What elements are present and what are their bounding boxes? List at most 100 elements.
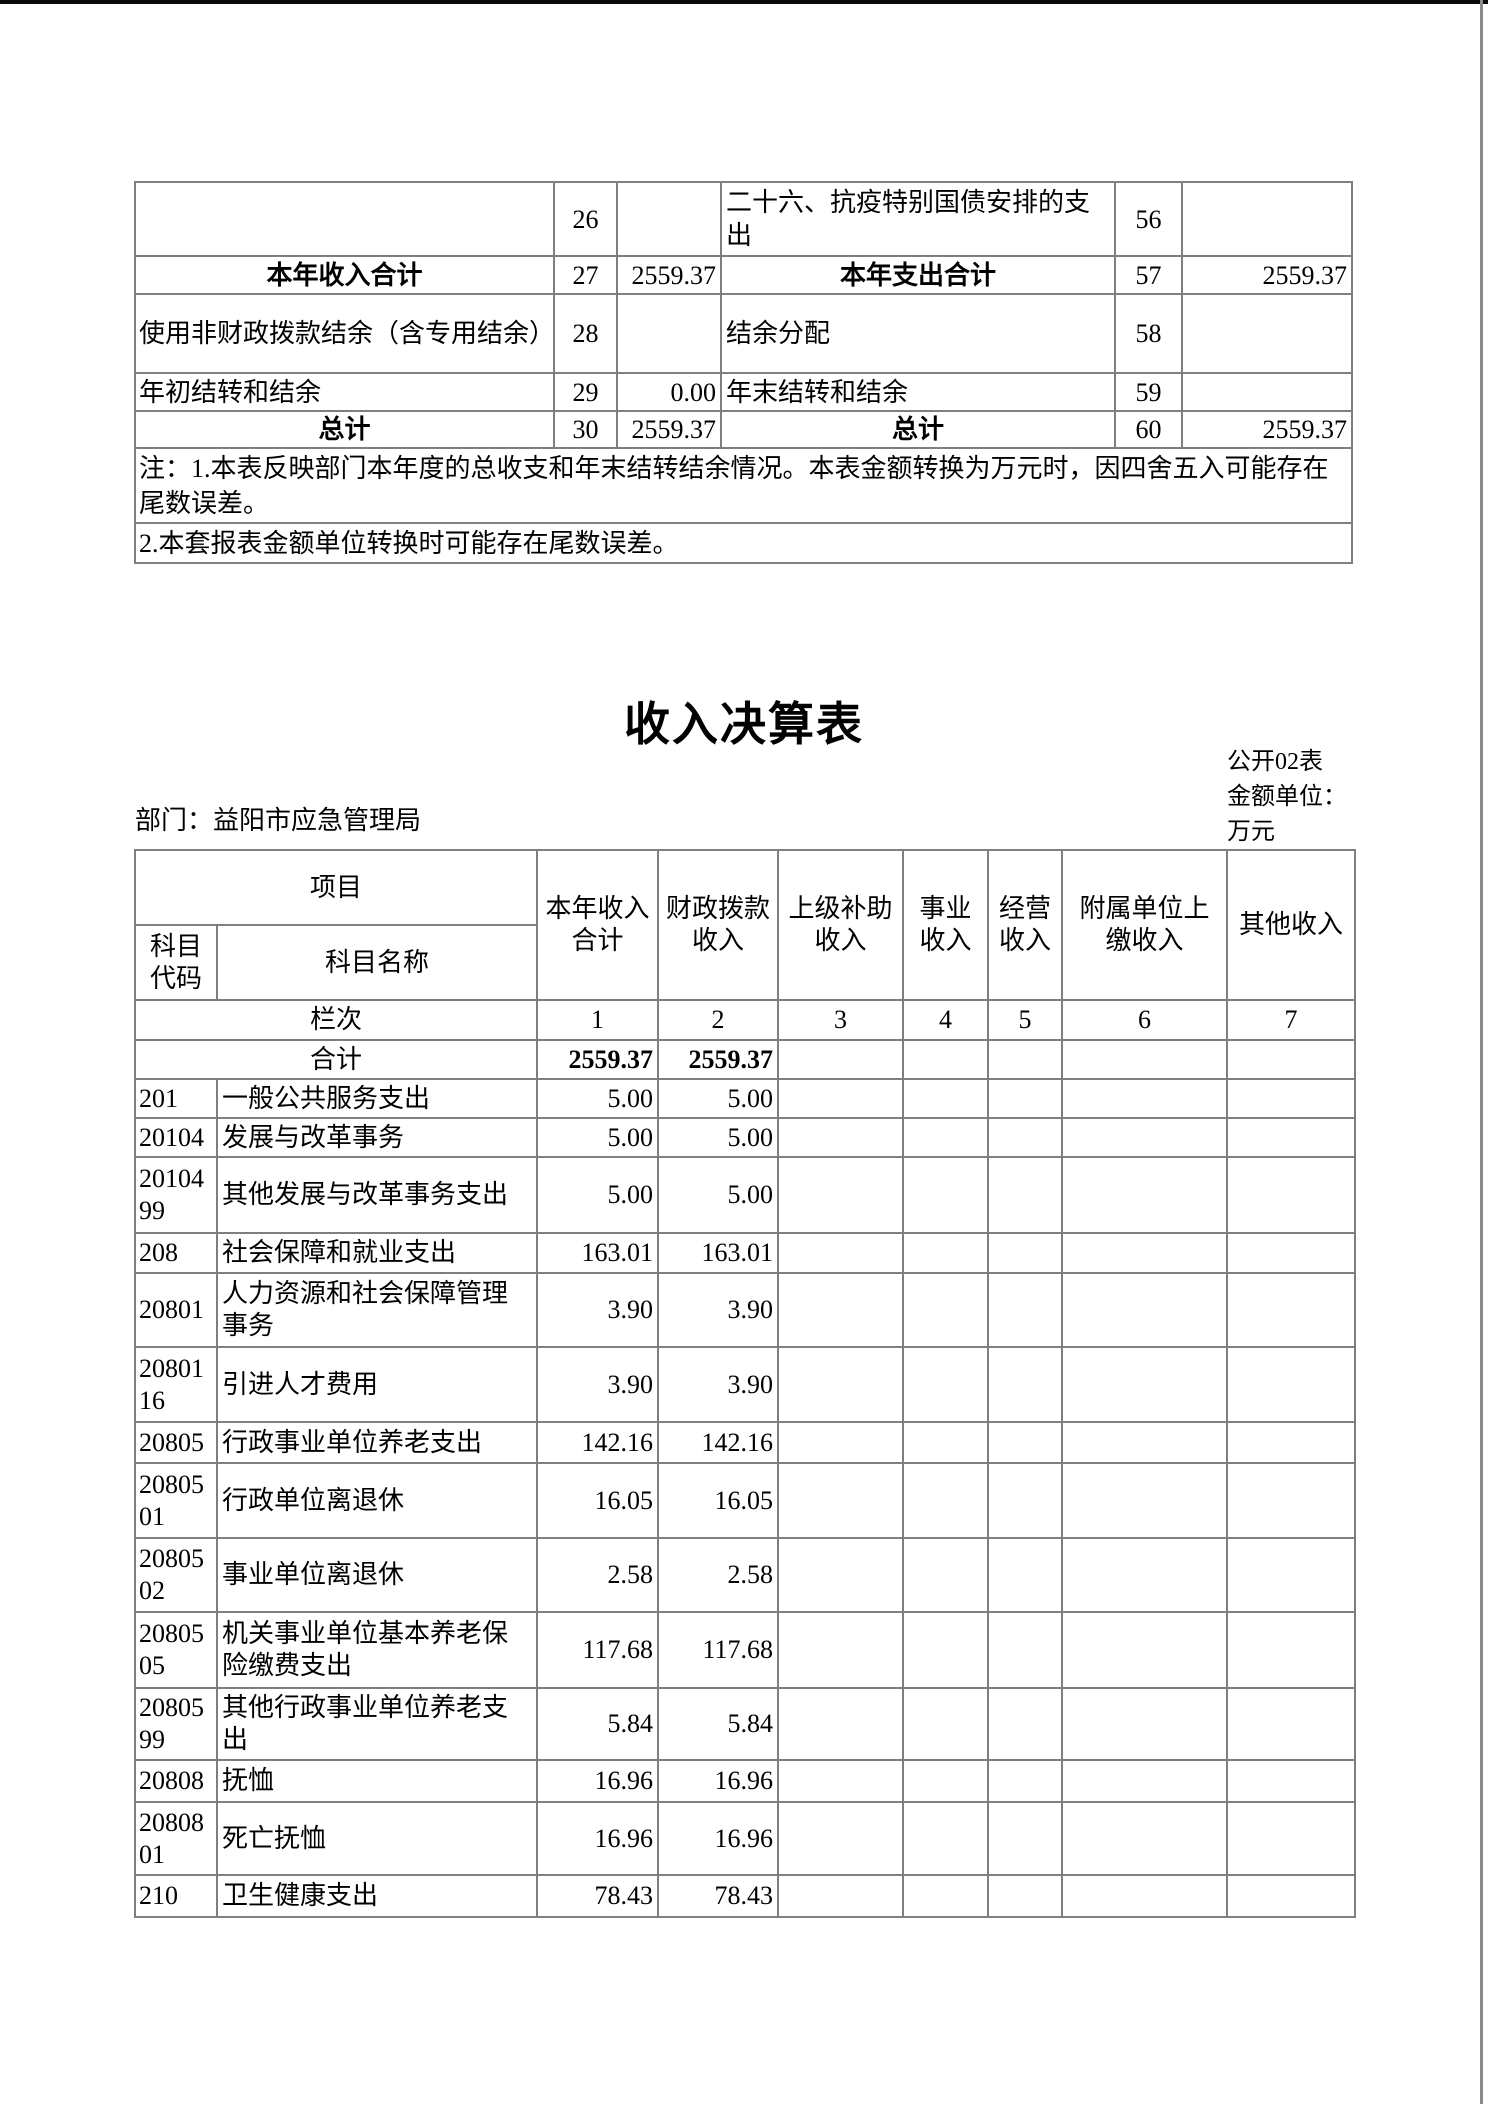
label-cell: 本年收入合计 <box>134 255 555 295</box>
value-cell <box>1226 1801 1357 1876</box>
value-cell <box>1061 1611 1229 1689</box>
value-cell <box>1061 1462 1229 1539</box>
value-cell <box>902 1346 990 1423</box>
table-row: 项目 本年收入合计 财政拨款收入 上级补助收入 事业收入 经营收入 附属单位上缴… <box>133 849 1357 1001</box>
table-row: 201 一般公共服务支出 5.00 5.00 <box>134 1078 1357 1119</box>
value-cell <box>1226 1462 1357 1539</box>
value-cell <box>902 1156 990 1234</box>
value-cell <box>1061 1117 1229 1158</box>
table-row: 年初结转和结余 29 0.00 年末结转和结余 59 <box>134 372 1353 412</box>
value-cell: 3.90 <box>536 1272 660 1348</box>
value-cell <box>777 1346 905 1423</box>
value-cell <box>902 1801 990 1876</box>
row-no-cell: 30 <box>553 410 618 449</box>
row-no-cell: 58 <box>1114 293 1183 374</box>
code-cell: 208 <box>134 1232 218 1274</box>
value-cell <box>902 1874 990 1918</box>
value-cell <box>1226 1687 1357 1761</box>
income-table: 项目 本年收入合计 财政拨款收入 上级补助收入 事业收入 经营收入 附属单位上缴… <box>133 849 1357 1918</box>
value-cell <box>902 1687 990 1761</box>
value-cell <box>987 1078 1064 1119</box>
value-cell: 163.01 <box>536 1232 660 1274</box>
value-cell: 16.96 <box>536 1759 660 1803</box>
amount-cell: 2559.37 <box>616 255 722 295</box>
lane-no-cell: 1 <box>536 999 660 1041</box>
value-cell: 78.43 <box>657 1874 780 1918</box>
value-cell <box>987 1232 1064 1274</box>
row-no-cell: 29 <box>553 372 618 412</box>
value-cell: 3.90 <box>536 1346 660 1423</box>
table-row: 科目代码 科目名称 <box>134 924 1355 1001</box>
total-label-cell: 合计 <box>133 1039 539 1080</box>
value-cell: 142.16 <box>536 1421 660 1464</box>
value-cell <box>987 1421 1064 1464</box>
name-cell: 卫生健康支出 <box>215 1874 539 1918</box>
table-row: 20801 人力资源和社会保障管理事务 3.90 3.90 <box>134 1272 1357 1348</box>
table-number: 公开02表 <box>1227 749 1323 775</box>
value-cell: 117.68 <box>657 1611 780 1689</box>
total-amount-cell <box>777 1039 905 1080</box>
value-cell <box>1226 1611 1357 1689</box>
value-cell <box>1226 1232 1357 1274</box>
label-cell: 二十六、抗疫特别国债安排的支出 <box>720 181 1116 257</box>
value-cell: 5.00 <box>536 1117 660 1158</box>
value-cell <box>777 1232 905 1274</box>
table-row: 注：1.本表反映部门本年度的总收支和年末结转结余情况。本表金额转换为万元时，因四… <box>134 447 1353 524</box>
value-cell <box>777 1759 905 1803</box>
label-cell: 总计 <box>720 410 1116 449</box>
name-cell: 人力资源和社会保障管理事务 <box>215 1272 539 1348</box>
note-cell: 2.本套报表金额单位转换时可能存在尾数误差。 <box>134 522 1353 564</box>
value-cell: 142.16 <box>657 1421 780 1464</box>
column-header-cell: 事业收入 <box>902 849 990 1001</box>
value-cell: 16.96 <box>536 1801 660 1876</box>
name-cell: 引进人才费用 <box>215 1346 539 1423</box>
value-cell: 5.00 <box>657 1078 780 1119</box>
total-amount-cell <box>902 1039 990 1080</box>
amount-cell <box>1181 181 1353 257</box>
name-cell: 其他发展与改革事务支出 <box>215 1156 539 1234</box>
table-row: 2080502 事业单位离退休 2.58 2.58 <box>134 1537 1357 1613</box>
table-row: 208 社会保障和就业支出 163.01 163.01 <box>134 1232 1357 1274</box>
value-cell: 5.84 <box>657 1687 780 1761</box>
value-cell <box>777 1874 905 1918</box>
label-cell: 年初结转和结余 <box>134 372 555 412</box>
value-cell <box>1061 1759 1229 1803</box>
summary-table-continuation: 26 二十六、抗疫特别国债安排的支出 56 本年收入合计 27 2559.37 … <box>134 181 1353 564</box>
name-cell: 行政事业单位养老支出 <box>215 1421 539 1464</box>
row-no-cell: 28 <box>553 293 618 374</box>
label-cell: 总计 <box>134 410 555 449</box>
value-cell <box>777 1611 905 1689</box>
value-cell <box>1061 1421 1229 1464</box>
value-cell: 163.01 <box>657 1232 780 1274</box>
row-no-cell: 26 <box>553 181 618 257</box>
amount-cell <box>616 181 722 257</box>
label-cell: 结余分配 <box>720 293 1116 374</box>
row-no-cell: 57 <box>1114 255 1183 295</box>
value-cell <box>777 1801 905 1876</box>
value-cell <box>1226 1759 1357 1803</box>
total-amount-cell <box>1226 1039 1357 1080</box>
value-cell: 16.05 <box>536 1462 660 1539</box>
table-row: 栏次 1 2 3 4 5 6 7 <box>133 999 1357 1041</box>
value-cell <box>902 1117 990 1158</box>
value-cell <box>902 1078 990 1119</box>
value-cell <box>777 1078 905 1119</box>
page-top-edge <box>0 0 1488 4</box>
table-row: 20104 发展与改革事务 5.00 5.00 <box>134 1117 1357 1158</box>
value-cell <box>1061 1156 1229 1234</box>
row-no-cell: 60 <box>1114 410 1183 449</box>
value-cell <box>777 1272 905 1348</box>
column-header-cell: 上级补助收入 <box>777 849 905 1001</box>
row-no-cell: 56 <box>1114 181 1183 257</box>
value-cell <box>902 1462 990 1539</box>
value-cell: 3.90 <box>657 1272 780 1348</box>
value-cell: 2.58 <box>536 1537 660 1613</box>
code-cell: 210 <box>134 1874 218 1918</box>
value-cell <box>987 1156 1064 1234</box>
value-cell: 5.00 <box>657 1156 780 1234</box>
note-cell: 注：1.本表反映部门本年度的总收支和年末结转结余情况。本表金额转换为万元时，因四… <box>134 447 1353 524</box>
table-row: 合计 2559.37 2559.37 <box>133 1039 1357 1080</box>
value-cell <box>1226 1874 1357 1918</box>
value-cell <box>1061 1078 1229 1119</box>
name-cell: 机关事业单位基本养老保险缴费支出 <box>215 1611 539 1689</box>
